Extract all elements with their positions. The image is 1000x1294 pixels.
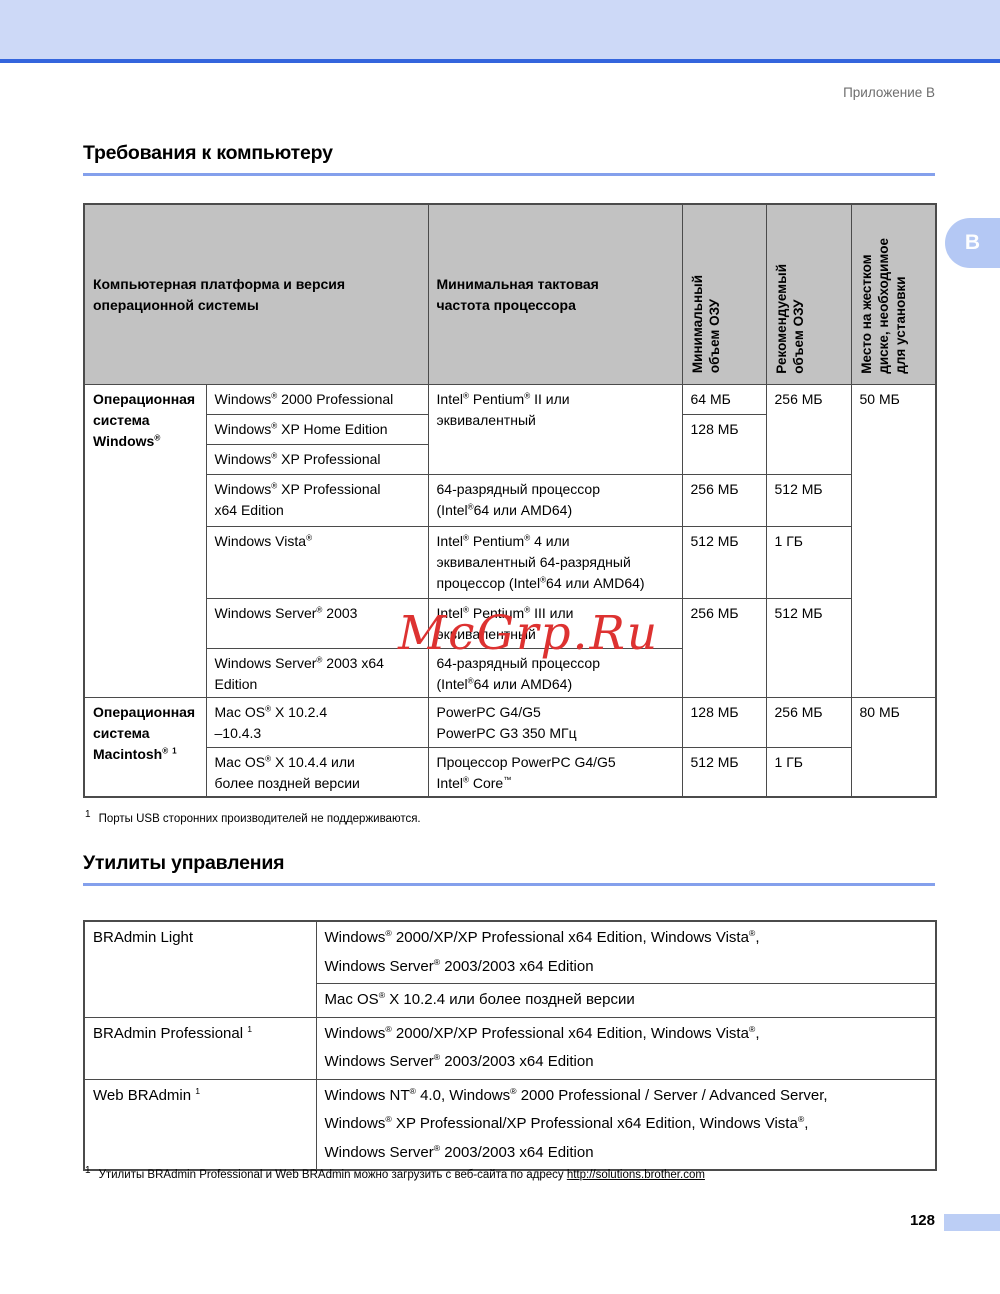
table-row: Mac OS® X 10.2.4 или более поздней верси… (84, 983, 937, 1018)
os-macos-1044: Mac OS® X 10.4.4 или более поздней версии (205, 746, 429, 798)
min-ram-server: 256 МБ (681, 597, 767, 698)
col-header-rec-ram-text: Рекомендуемый объем ОЗУ (773, 263, 806, 374)
os-server-2003: Windows Server® 2003 (205, 597, 429, 649)
page-number: 128 (909, 1212, 935, 1229)
appendix-tab-b: B (945, 218, 1000, 268)
footnote-usb-text: Порты USB сторонних производителей не по… (98, 813, 421, 825)
os-vista: Windows Vista® (205, 525, 429, 599)
min-ram-win2000: 64 МБ (681, 383, 767, 415)
rec-ram-macos-1044: 1 ГБ (765, 746, 852, 798)
min-ram-xp-x64: 256 МБ (681, 473, 767, 527)
header-banner (0, 0, 1000, 63)
footnote-bradmin-text: Утилиты BRAdmin Professional и Web BRAdm… (98, 1169, 567, 1181)
min-ram-macos-1044: 512 МБ (681, 746, 767, 798)
env-bradmin-light-mac: Mac OS® X 10.2.4 или более поздней верси… (315, 983, 937, 1018)
os-server-2003-x64: Windows Server® 2003 x64 Edition (205, 647, 429, 698)
os-xp-pro: Windows® XP Professional (205, 443, 429, 475)
min-ram-xp: 128 МБ (681, 413, 767, 475)
cpu-powerpc: PowerPC G4/G5 PowerPC G3 350 МГц (427, 696, 683, 748)
cpu-powerpc-intel-core: Процессор PowerPC G4/G5 Intel® Core™ (427, 746, 683, 798)
os-macos-1024: Mac OS® X 10.2.4 –10.4.3 (205, 696, 429, 748)
brother-solutions-link[interactable]: http://solutions.brother.com (566, 1169, 705, 1181)
table-row: Операционная система Windows® Windows® 200… (83, 383, 937, 698)
cpu-pentium3: Intel® Pentium® III или эквивалентный (427, 597, 683, 649)
utility-name-web-bradmin: Web BRAdmin 1 (83, 1078, 317, 1171)
table-row: Windows® XP Home Edition 128 МБ (84, 413, 936, 475)
footnote-bradmin: 1 Утилиты BRAdmin Professional и Web BRAd… (85, 1165, 965, 1183)
table-row: Web BRAdmin 1 Windows NT® 4.0, Windows® … (83, 1078, 937, 1171)
requirements-table: Компьютерная платформа и версия операцион… (83, 203, 938, 798)
table-row: Windows® XP Professional (84, 443, 936, 475)
col-header-disk-text: Место на жестком диске, необходимое для … (858, 237, 908, 374)
watermark: McGrp.Ru (398, 606, 660, 661)
col-header-cpu: Минимальная тактовая частота процессора (427, 203, 683, 385)
os-xp-pro-x64: Windows® XP Professional x64 Edition (205, 473, 429, 527)
col-header-platform: Компьютерная платформа и версия операцион… (83, 203, 429, 385)
col-header-min-ram-text: Минимальный объем ОЗУ (689, 275, 722, 374)
table-row: Операционная система Macintosh® 1 Mac OS® … (83, 696, 937, 798)
os-windows-2000: Windows® 2000 Professional (205, 383, 429, 415)
rec-ram-vista: 1 ГБ (765, 525, 852, 599)
appendix-label: Приложение B (843, 85, 935, 100)
table-row: Mac OS® X 10.4.4 или более поздней версии… (84, 746, 936, 798)
col-header-rec-ram: Рекомендуемый объем ОЗУ (765, 203, 852, 385)
requirements-header-row: Компьютерная платформа и версия операцион… (83, 203, 937, 385)
utility-name-bradmin-professional: BRAdmin Professional 1 (83, 1016, 317, 1080)
group-macintosh: Операционная система Macintosh® 1 (83, 696, 207, 798)
disk-windows: 50 МБ (850, 383, 937, 698)
rec-ram-macos-1024: 256 МБ (765, 696, 852, 748)
cpu-pentium4: Intel® Pentium® 4 или эквивалентный 64-ра… (427, 525, 683, 599)
env-web-bradmin: Windows NT® 4.0, Windows® 2000 Professio… (315, 1078, 937, 1171)
page-number-bar (944, 1214, 1000, 1231)
utility-name-bradmin-light: BRAdmin Light (83, 920, 317, 1018)
table-row: Windows Vista® Intel® Pentium® 4 или экви… (84, 525, 936, 599)
table-row: BRAdmin Professional 1 Windows® 2000/XP/… (83, 1016, 937, 1080)
disk-macintosh: 80 МБ (850, 696, 937, 798)
env-bradmin-professional: Windows® 2000/XP/XP Professional x64 Edi… (315, 1016, 937, 1080)
cpu-x64-xp: 64-разрядный процессор (Intel®64 или AMD6… (427, 473, 683, 527)
rec-ram-server: 512 МБ (765, 597, 852, 698)
env-bradmin-light-windows: Windows® 2000/XP/XP Professional x64 Edi… (315, 920, 937, 984)
table-row: Windows® XP Professional x64 Edition 64-р… (84, 473, 936, 527)
footnote-marker: 1 (85, 1165, 91, 1177)
cpu-pentium2: Intel® Pentium® II или эквивалентный (427, 383, 683, 475)
footnote-usb: 1 Порты USB сторонних производителей не п… (85, 809, 965, 827)
page-title: Требования к компьютеру (83, 142, 935, 176)
table-row: BRAdmin Light Windows® 2000/XP/XP Profes… (83, 920, 937, 1018)
group-windows: Операционная система Windows® (83, 383, 207, 698)
table-row: Windows Server® 2003 x64 Edition 64-разря… (84, 647, 936, 698)
utilities-table: BRAdmin Light Windows® 2000/XP/XP Profes… (83, 920, 937, 1171)
col-header-min-ram: Минимальный объем ОЗУ (681, 203, 767, 385)
min-ram-vista: 512 МБ (681, 525, 767, 599)
min-ram-macos-1024: 128 МБ (681, 696, 767, 748)
rec-ram-win2000-xp: 256 МБ (765, 383, 852, 475)
utilities-title: Утилиты управления (83, 852, 935, 886)
col-header-disk: Место на жестком диске, необходимое для … (850, 203, 937, 385)
os-xp-home: Windows® XP Home Edition (205, 413, 429, 445)
rec-ram-xp-x64: 512 МБ (765, 473, 852, 527)
footnote-marker: 1 (85, 809, 91, 821)
appendix-tab-letter: B (964, 231, 981, 254)
